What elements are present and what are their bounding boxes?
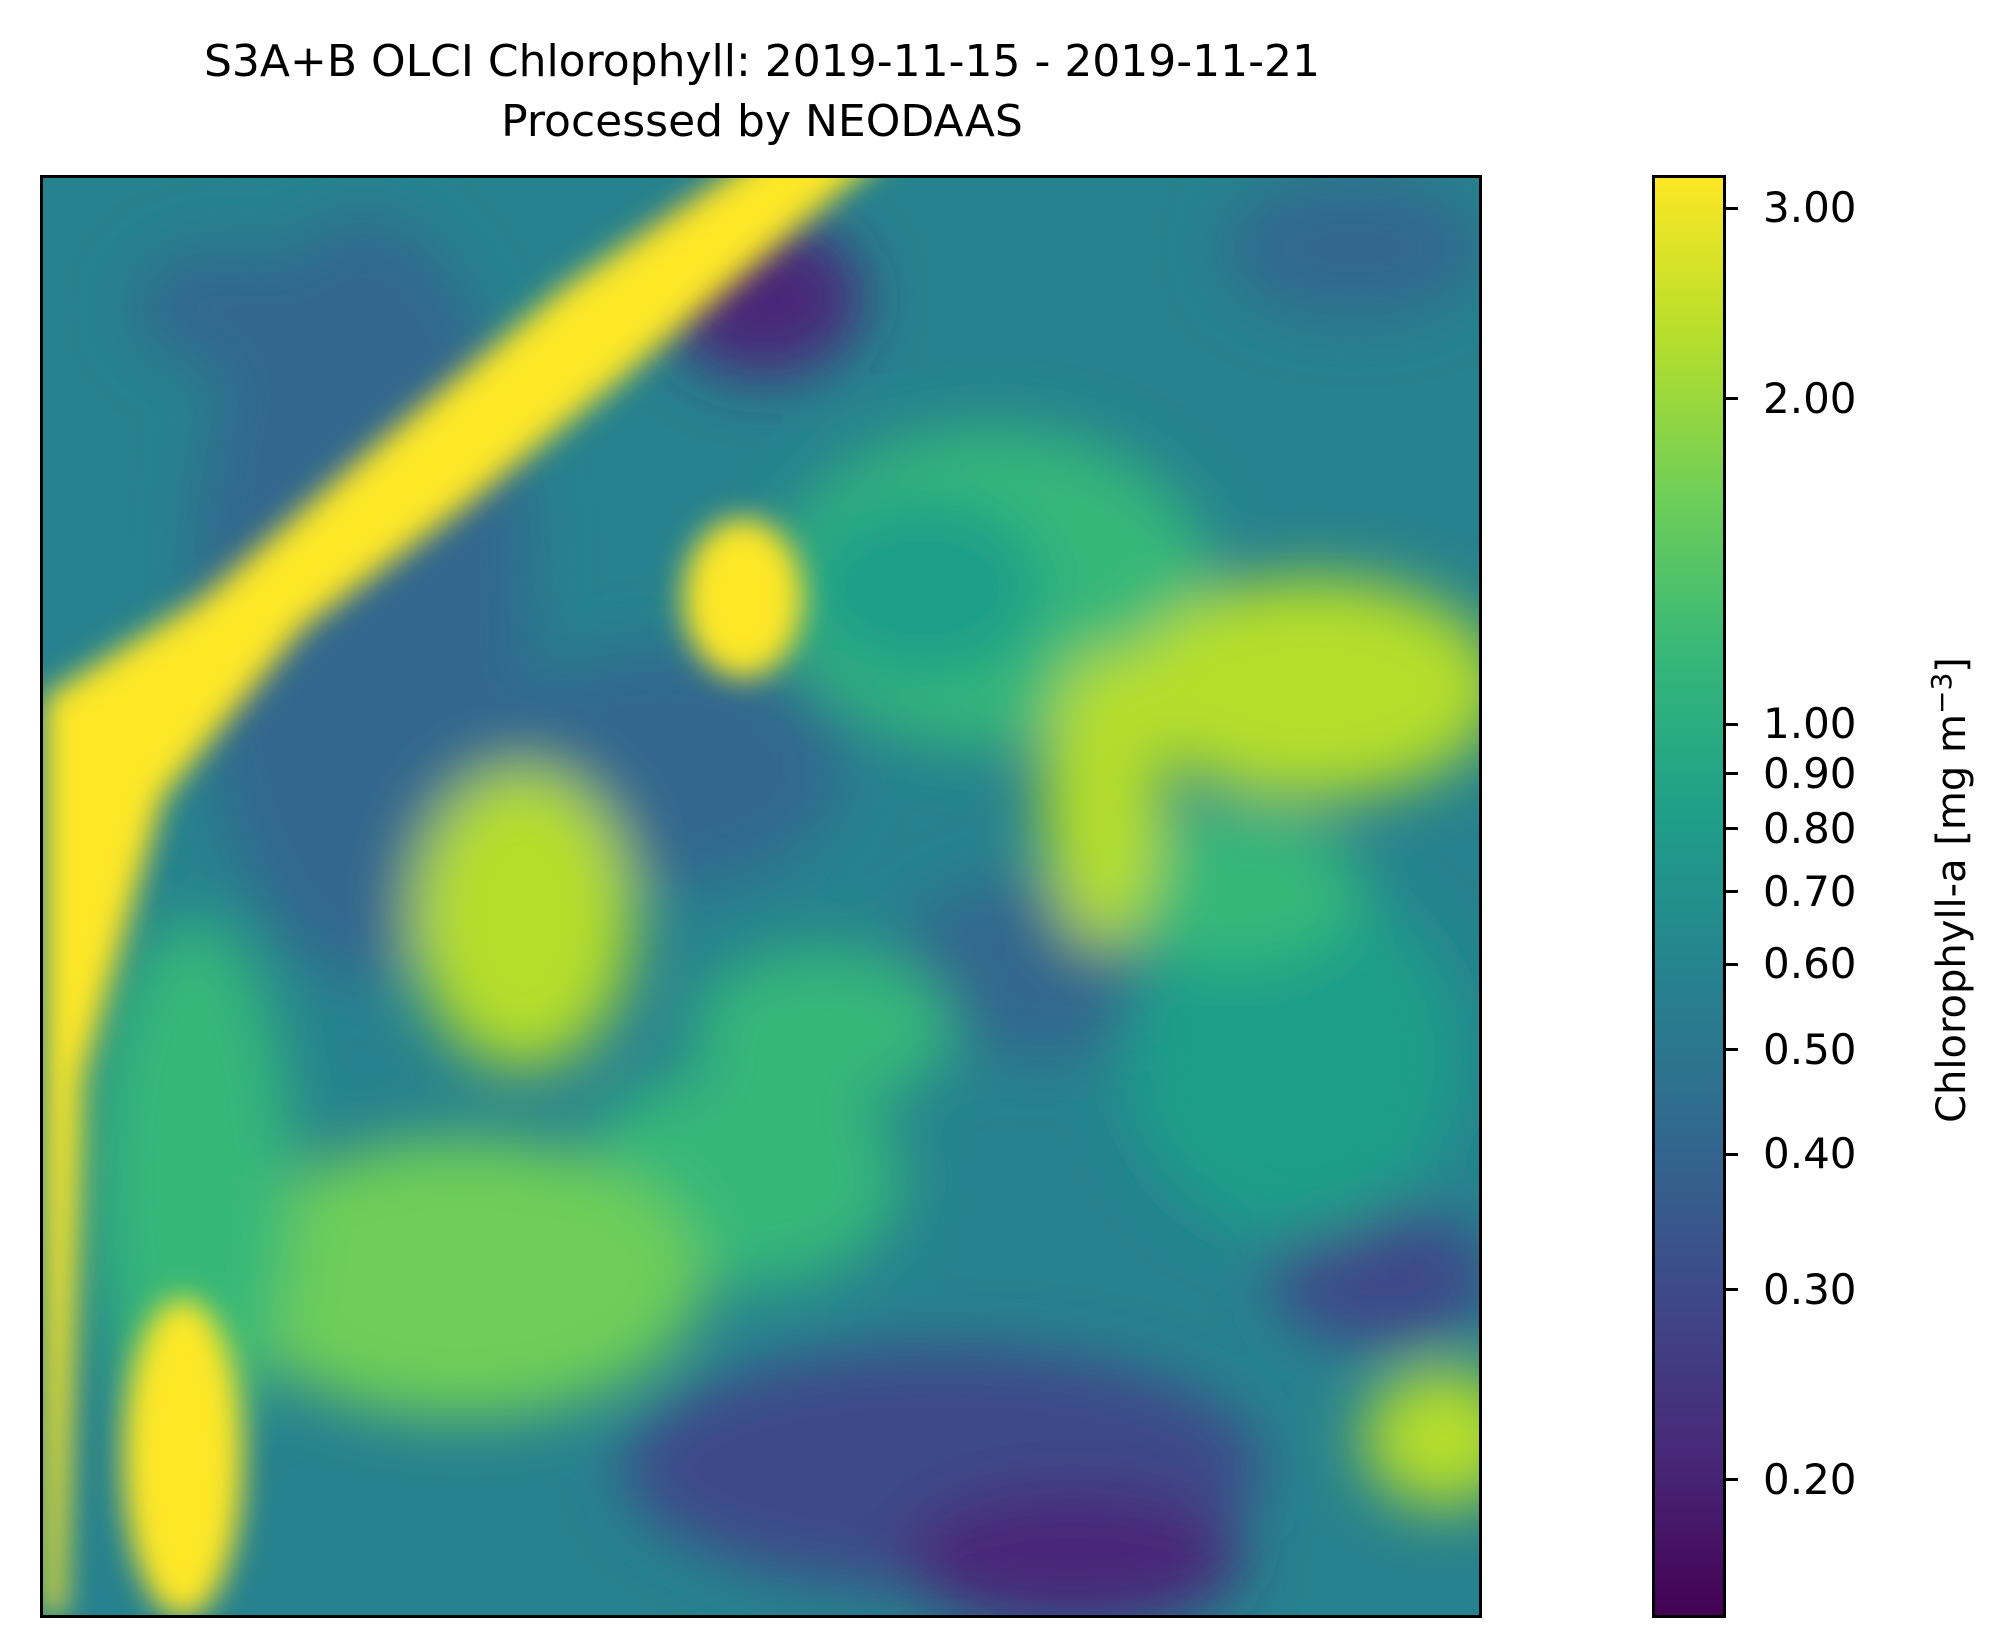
chlorophyll-map-image [40, 175, 1482, 1618]
colorbar-tick [1726, 397, 1738, 401]
colorbar-tick-label: 2.00 [1763, 373, 1857, 423]
colorbar-label-exponent: −3 [1924, 672, 1958, 715]
colorbar-label-suffix: ] [1929, 657, 1976, 673]
colorbar-tick-label: 0.20 [1763, 1454, 1857, 1504]
colorbar-tick [1726, 890, 1738, 894]
colorbar-tick [1726, 722, 1738, 726]
colorbar-tick [1726, 827, 1738, 831]
colorbar-label: Chlorophyll-a [mg m−3] [1925, 657, 1975, 1123]
colorbar-tick-label: 0.80 [1763, 803, 1857, 853]
colorbar-tick [1726, 1048, 1738, 1052]
colorbar-tick-label: 0.60 [1763, 939, 1857, 989]
colorbar-tick-label: 0.30 [1763, 1264, 1857, 1314]
chart-subtitle: Processed by NEODAAS [501, 96, 1023, 147]
colorbar-tick-label: 3.00 [1763, 183, 1857, 233]
colorbar-tick-label: 0.40 [1763, 1129, 1857, 1179]
colorbar-tick [1726, 1152, 1738, 1156]
colorbar-tick [1726, 1478, 1738, 1482]
colorbar-tick [1726, 1288, 1738, 1292]
colorbar [1652, 175, 1726, 1618]
colorbar-tick-label: 0.50 [1763, 1024, 1857, 1074]
colorbar-tick-label: 0.90 [1763, 748, 1857, 798]
chlorophyll-map-graphic [43, 178, 1479, 1615]
colorbar-tick [1726, 772, 1738, 776]
colorbar-tick-label: 1.00 [1763, 699, 1857, 749]
colorbar-label-text: Chlorophyll-a [mg m [1929, 714, 1976, 1123]
colorbar-tick-label: 0.70 [1763, 866, 1857, 916]
colorbar-tick [1726, 206, 1738, 210]
chart-title: S3A+B OLCI Chlorophyll: 2019-11-15 - 201… [203, 36, 1321, 87]
colorbar-tick [1726, 962, 1738, 966]
